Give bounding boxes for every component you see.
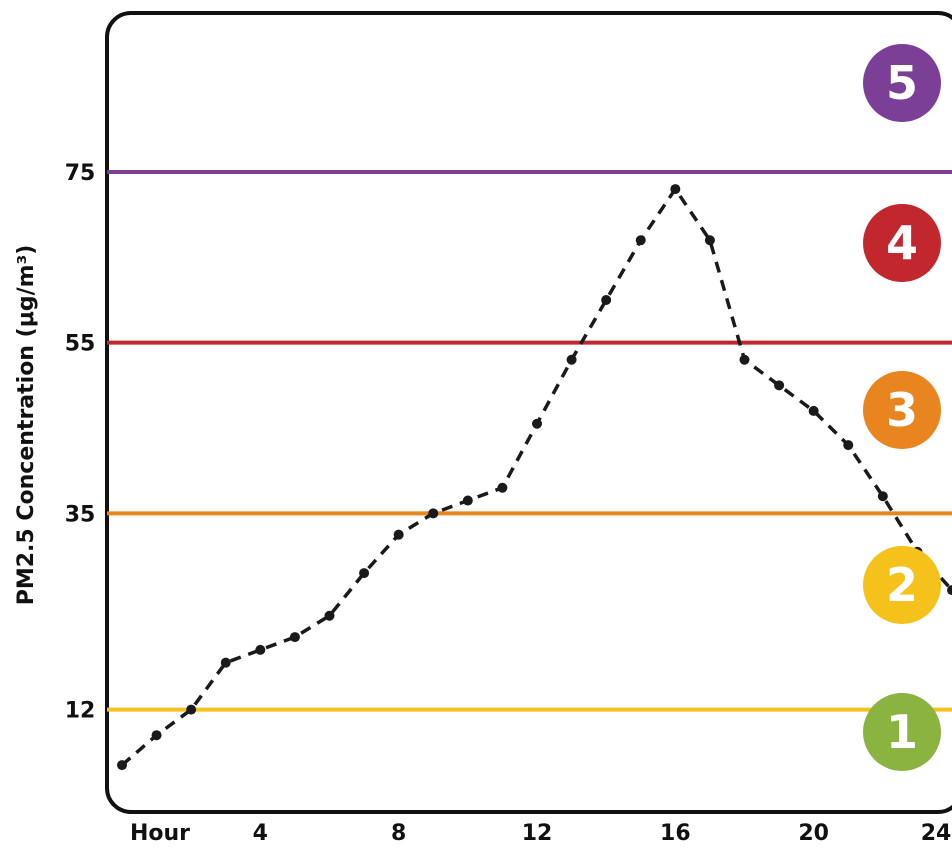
data-point [566,354,577,365]
x-tick-label: Hour [130,821,190,846]
y-tick-label: 35 [65,502,96,527]
data-point [635,235,646,246]
aqi-category-badge-1: 1 [863,693,941,771]
data-point [532,418,542,429]
data-point [186,704,197,715]
data-point [220,657,231,668]
x-tick-label: 24 [921,821,952,846]
aqi-category-badge-3: 3 [863,371,941,449]
y-axis-label: PM2.5 Concentration (μg/m³) [14,245,39,606]
badge-label: 4 [886,216,918,270]
aqi-category-badge-4: 4 [863,204,941,282]
data-point [428,508,439,519]
data-point [774,380,785,391]
data-point [359,568,370,579]
aqi-category-badge-5: 5 [863,44,941,122]
data-point [704,235,715,246]
data-point [151,730,162,741]
x-tick-label: 16 [660,821,691,846]
x-tick-label: 20 [798,821,829,846]
data-point [739,354,750,365]
data-point [289,632,300,643]
data-point [877,491,888,502]
data-point [393,529,404,540]
badge-label: 1 [886,705,918,759]
series-line [120,187,952,767]
x-tick-label: 4 [253,821,268,846]
data-point [808,405,819,416]
plot-frame [105,11,952,814]
data-point [255,644,266,655]
x-tick-label: 8 [391,821,406,846]
badge-label: 5 [886,56,918,110]
y-tick-label: 75 [65,161,96,186]
badge-label: 2 [886,558,918,612]
badge-label: 3 [886,383,918,437]
data-point [947,585,952,596]
y-tick-label: 12 [65,699,96,724]
data-point [670,184,681,195]
data-point [497,482,508,493]
x-tick-label: 12 [522,821,553,846]
data-point [843,440,854,451]
data-point [462,495,473,506]
data-point [117,760,127,771]
y-tick-label: 55 [65,332,96,357]
data-point [324,610,335,621]
aqi-category-badge-2: 2 [863,546,941,624]
data-point [601,295,612,305]
